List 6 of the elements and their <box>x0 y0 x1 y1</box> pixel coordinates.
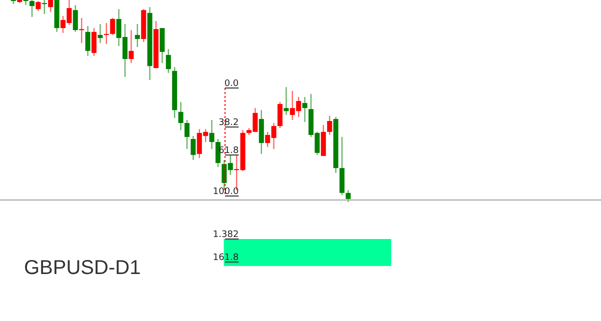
candlestick <box>23 0 28 6</box>
annotation: 0.0 <box>224 79 239 89</box>
text: 1.382 <box>212 230 239 240</box>
text: GBPUSD-D1 <box>24 257 141 280</box>
annotation: 100.0 <box>212 187 239 197</box>
annotation: 38.2 <box>218 118 239 128</box>
